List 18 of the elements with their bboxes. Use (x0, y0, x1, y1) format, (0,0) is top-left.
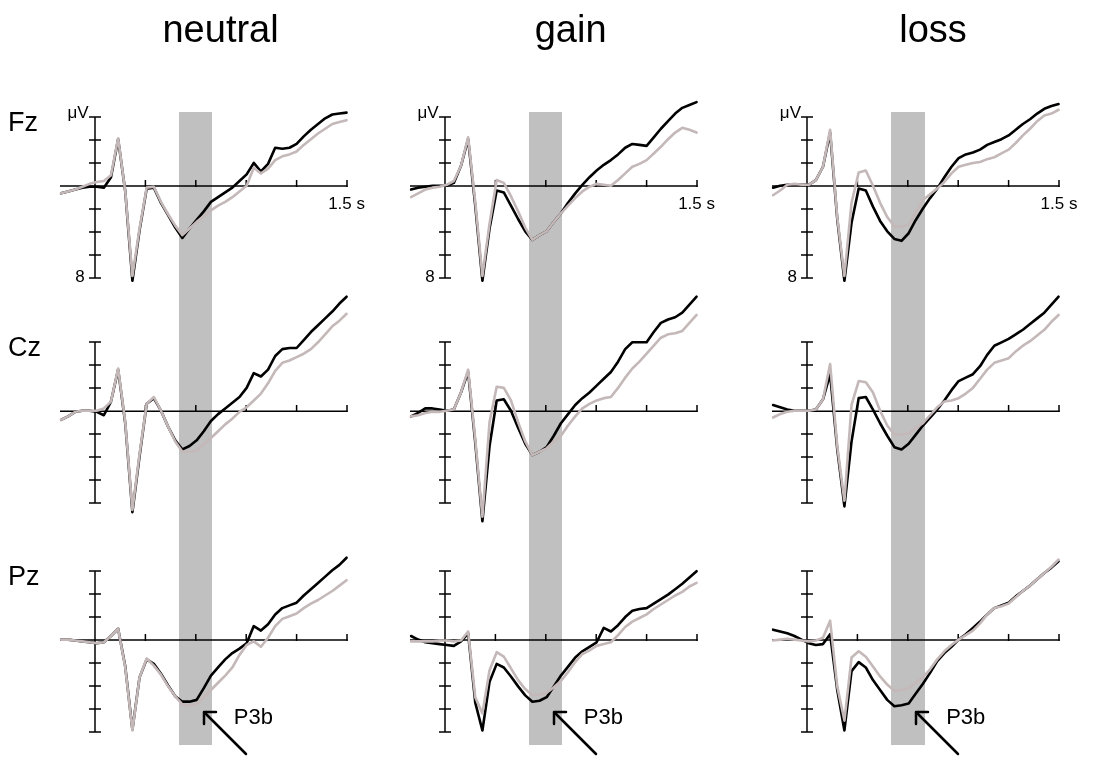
chart-title: gain (533, 8, 608, 51)
text: Fz (8, 107, 38, 138)
text: Cz (8, 332, 41, 363)
annotation: P3b (946, 704, 986, 730)
annotation: 8 (424, 267, 435, 287)
annotation: 1.5 s (677, 194, 716, 214)
y-axis-title: μV (66, 103, 89, 123)
annotation: 8 (786, 267, 797, 287)
annotation: P3b (233, 704, 273, 730)
annotation: 1.5 s (327, 194, 366, 214)
y-axis-title: μV (416, 103, 439, 123)
chart-title: neutral (161, 8, 280, 51)
annotation: 1.5 s (1039, 194, 1079, 214)
chart-title: loss (898, 8, 968, 51)
annotation: P3b (583, 704, 623, 730)
annotation: 8 (74, 267, 85, 287)
y-axis-title: μV (778, 103, 801, 123)
text: Pz (8, 561, 40, 592)
